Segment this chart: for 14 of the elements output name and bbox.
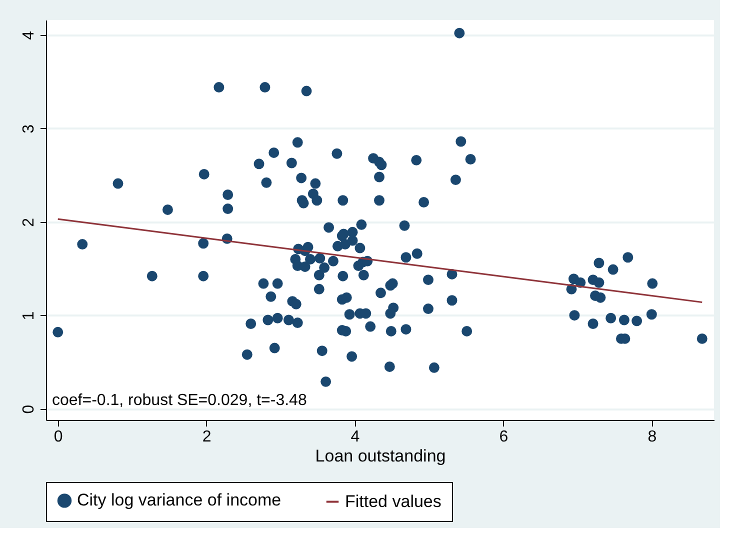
y-tick-label: 2 (20, 218, 38, 227)
x-tick-label: 4 (350, 428, 360, 446)
y-tick-label: 3 (20, 124, 38, 134)
x-tick-label: 6 (499, 428, 508, 446)
x-tick-label: 8 (648, 428, 657, 446)
x-tick-label: 0 (54, 428, 63, 446)
y-tick-label: 1 (20, 311, 38, 320)
annotation: coef=-0.1, robust SE=0.029, t=-3.48 (52, 392, 307, 409)
x-axis-title: Loan outstanding (315, 446, 446, 466)
y-tick-label: 4 (20, 30, 38, 40)
legend-label: Fitted values (345, 492, 442, 511)
legend-label: City log variance of income (77, 490, 282, 510)
x-tick-label: 2 (202, 428, 212, 446)
y-tick-label: 0 (20, 404, 38, 414)
